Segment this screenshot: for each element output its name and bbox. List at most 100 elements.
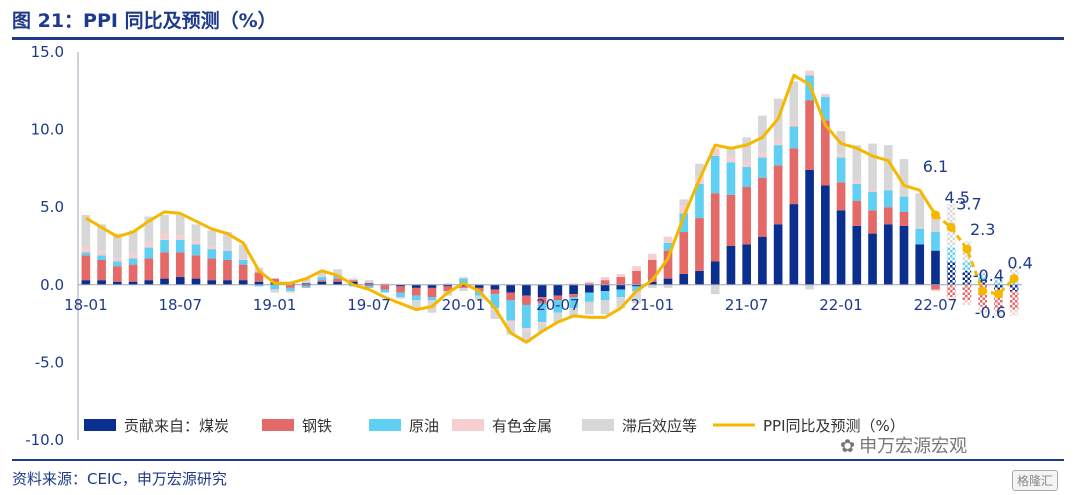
- bar-lag: [789, 81, 799, 122]
- bar-oil: [710, 155, 720, 194]
- bar-coal: [553, 284, 563, 296]
- legend-label: PPI同比及预测（%）: [763, 417, 905, 435]
- bar-steel: [270, 278, 279, 284]
- x-tick-label: 22-01: [819, 296, 863, 314]
- bar-coal: [569, 284, 578, 295]
- bar-lag: [899, 159, 909, 195]
- bar-oil: [585, 292, 594, 302]
- bar-steel: [647, 259, 657, 282]
- bar-coal: [632, 284, 641, 287]
- bar-nonferrous: [207, 246, 217, 250]
- bar-oil: [207, 249, 217, 259]
- y-tick-label: 5.0: [40, 198, 64, 216]
- bar-oil: [695, 183, 704, 219]
- y-tick-label: 10.0: [31, 121, 64, 139]
- bar-coal: [883, 224, 893, 285]
- legend-label: 原油: [409, 417, 439, 435]
- bar-coal: [1009, 284, 1019, 292]
- bar-nonferrous: [821, 93, 830, 97]
- bar-coal: [490, 284, 500, 290]
- bar-nonferrous: [270, 289, 279, 292]
- bar-lag: [191, 224, 201, 242]
- bar-coal: [223, 280, 232, 285]
- bar-steel: [585, 283, 594, 285]
- bar-oil: [663, 242, 673, 251]
- bar-steel: [128, 264, 138, 282]
- bar-coal: [899, 225, 909, 285]
- bar-nonferrous: [836, 154, 846, 158]
- bar-oil: [286, 287, 295, 291]
- bar-coal: [97, 280, 106, 285]
- ppi-marker: [978, 286, 988, 296]
- bar-coal: [474, 284, 484, 288]
- legend-swatch-lag: [582, 419, 614, 431]
- ppi-marker: [1009, 274, 1019, 284]
- bar-steel: [1009, 291, 1019, 310]
- data-label: -0.6: [975, 303, 1006, 322]
- bar-steel: [223, 259, 232, 281]
- bar-lag: [710, 284, 720, 295]
- x-tick-label: 21-07: [725, 296, 769, 314]
- bar-coal: [128, 281, 138, 285]
- bar-lag: [553, 312, 563, 323]
- bar-steel: [144, 258, 154, 281]
- bar-steel: [616, 277, 626, 285]
- bar-coal: [616, 284, 626, 290]
- bar-oil: [742, 166, 751, 188]
- bar-lag: [569, 308, 578, 318]
- bar-nonferrous: [647, 253, 657, 260]
- bar-lag: [1009, 266, 1019, 282]
- bar-coal: [600, 284, 610, 292]
- bar-coal: [411, 284, 421, 288]
- bar-oil: [144, 247, 154, 259]
- bar-coal: [144, 280, 154, 285]
- bar-nonferrous: [191, 241, 201, 245]
- bar-oil: [994, 280, 1003, 285]
- bar-coal: [113, 281, 122, 285]
- legend-swatch-steel: [262, 419, 294, 431]
- ppi-marker: [946, 222, 956, 232]
- bar-lag: [207, 230, 217, 246]
- bar-oil: [931, 232, 940, 251]
- bar-nonferrous: [113, 258, 122, 262]
- bar-lag: [994, 275, 1003, 281]
- bar-lag: [459, 287, 468, 291]
- bar-lag: [695, 163, 704, 177]
- bar-nonferrous: [710, 148, 720, 156]
- bar-oil: [81, 252, 91, 256]
- bar-nonferrous: [632, 266, 641, 271]
- bar-nonferrous: [569, 283, 578, 285]
- bar-steel: [994, 289, 1003, 310]
- x-tick-label: 18-07: [158, 296, 202, 314]
- bar-steel: [632, 270, 641, 285]
- bar-oil: [616, 289, 626, 298]
- bar-lag: [81, 214, 91, 246]
- bar-coal: [962, 270, 972, 285]
- bar-lag: [490, 309, 500, 319]
- bar-lag: [742, 137, 751, 163]
- bar-steel: [191, 255, 201, 279]
- bar-steel: [537, 297, 547, 304]
- bar-lag: [411, 300, 421, 310]
- bar-nonferrous: [537, 322, 547, 324]
- bar-nonferrous: [459, 277, 468, 279]
- bar-coal: [994, 284, 1003, 290]
- bar-oil: [113, 261, 122, 267]
- bar-steel: [710, 193, 720, 262]
- title-divider: [12, 37, 1064, 40]
- bar-oil: [836, 157, 846, 183]
- bar-oil: [396, 292, 405, 298]
- annotations-layer: 6.1 4.53.7 2.3 -0.4 -0.6 0.4: [923, 157, 1033, 322]
- bar-steel: [160, 252, 169, 279]
- bar-oil: [726, 162, 736, 195]
- bar-coal: [238, 280, 248, 285]
- bar-nonferrous: [978, 306, 987, 313]
- bar-steel: [459, 286, 468, 288]
- bar-coal: [647, 281, 657, 285]
- bar-lag: [537, 323, 547, 332]
- bar-steel: [868, 210, 877, 234]
- bar-nonferrous: [81, 246, 91, 253]
- bar-lag: [301, 278, 311, 284]
- bar-nonferrous: [1009, 309, 1019, 316]
- bar-steel: [506, 292, 515, 301]
